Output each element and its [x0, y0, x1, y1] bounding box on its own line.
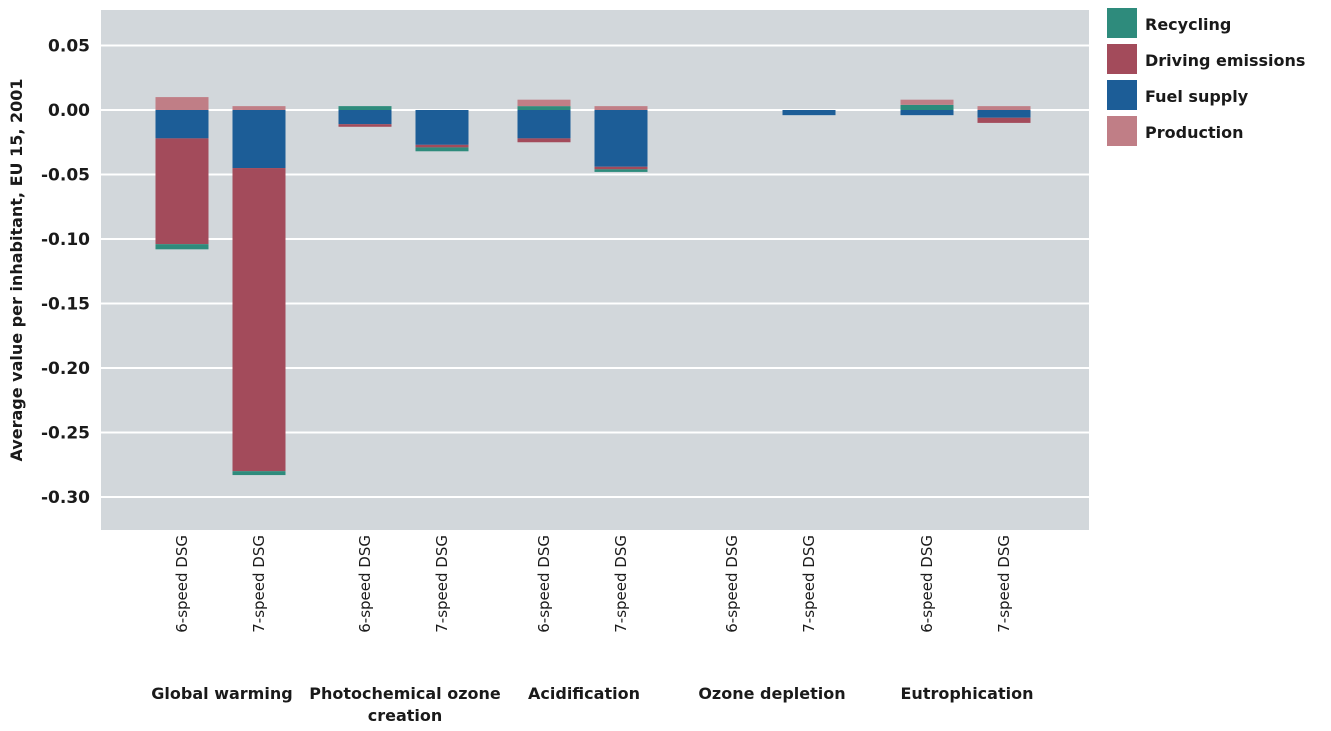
legend-label: Driving emissions [1145, 51, 1305, 70]
legend-swatch [1107, 8, 1137, 38]
y-tick-label: -0.30 [41, 488, 90, 508]
bar-segment-fuel-supply [900, 110, 954, 116]
legend-label: Fuel supply [1145, 87, 1249, 106]
bar-segment-fuel-supply [415, 110, 469, 145]
bar-segment-driving-emissions [517, 138, 571, 143]
y-tick-label: 0.00 [48, 101, 90, 121]
bar-segment-recycling [517, 106, 571, 110]
category-label: 7-speed DSG [250, 535, 268, 633]
bar-segment-production [517, 99, 571, 107]
bar-segment-recycling [232, 471, 286, 476]
y-tick-label: -0.05 [41, 166, 90, 186]
y-tick-label: -0.20 [41, 359, 90, 379]
bar-segment-driving-emissions [977, 117, 1031, 123]
bar-segment-production [977, 106, 1031, 110]
y-tick-label: -0.25 [41, 424, 90, 444]
legend: Recycling Driving emissions Fuel supply Pro… [1107, 8, 1305, 146]
bar-segment-fuel-supply [594, 110, 648, 167]
group-label: Ozone depletion [698, 684, 845, 703]
bar-segment-driving-emissions [338, 124, 392, 127]
legend-swatch [1107, 116, 1137, 146]
category-label: 6-speed DSG [918, 535, 936, 633]
category-label: 7-speed DSG [800, 535, 818, 633]
category-label: 7-speed DSG [995, 535, 1013, 633]
bar-segment-production [155, 97, 209, 110]
bar-segment-driving-emissions [155, 138, 209, 245]
bar-segment-recycling [900, 104, 954, 110]
group-label: Photochemical ozone creation [309, 684, 501, 725]
bar-segment-fuel-supply [155, 110, 209, 139]
legend-swatch [1107, 44, 1137, 74]
category-label: 6-speed DSG [723, 535, 741, 633]
category-label: 6-speed DSG [535, 535, 553, 633]
group-label: Eutrophication [901, 684, 1034, 703]
bar-segment-recycling [415, 147, 469, 152]
bar-segment-fuel-supply [977, 110, 1031, 118]
bar-segment-driving-emissions [232, 168, 286, 472]
category-label: 7-speed DSG [612, 535, 630, 633]
bar-segment-fuel-supply [782, 110, 836, 116]
legend-label: Recycling [1145, 15, 1231, 34]
legend-swatch [1107, 80, 1137, 110]
group-label: Global warming [151, 684, 292, 703]
bar-segment-production [594, 106, 648, 110]
bar-segment-driving-emissions [594, 166, 648, 170]
bar-segment-production [900, 99, 954, 105]
bar-segment-recycling [155, 244, 209, 250]
bar-segment-fuel-supply [338, 110, 392, 125]
y-axis-label: Average value per inhabitant, EU 15, 200… [7, 78, 26, 461]
bar-segment-production [232, 106, 286, 110]
category-label: 7-speed DSG [433, 535, 451, 633]
bar-segment-driving-emissions [415, 144, 469, 148]
bar-segment-fuel-supply [517, 110, 571, 139]
y-tick-label: -0.15 [41, 295, 90, 315]
group-label: Acidification [528, 684, 640, 703]
legend-label: Production [1145, 123, 1243, 142]
bar-segment-recycling [594, 169, 648, 172]
bar-segment-fuel-supply [232, 110, 286, 169]
category-label: 6-speed DSG [173, 535, 191, 633]
y-tick-label: 0.05 [48, 37, 90, 57]
category-label: 6-speed DSG [356, 535, 374, 633]
bar-segment-recycling [338, 106, 392, 110]
y-tick-label: -0.10 [41, 230, 90, 250]
